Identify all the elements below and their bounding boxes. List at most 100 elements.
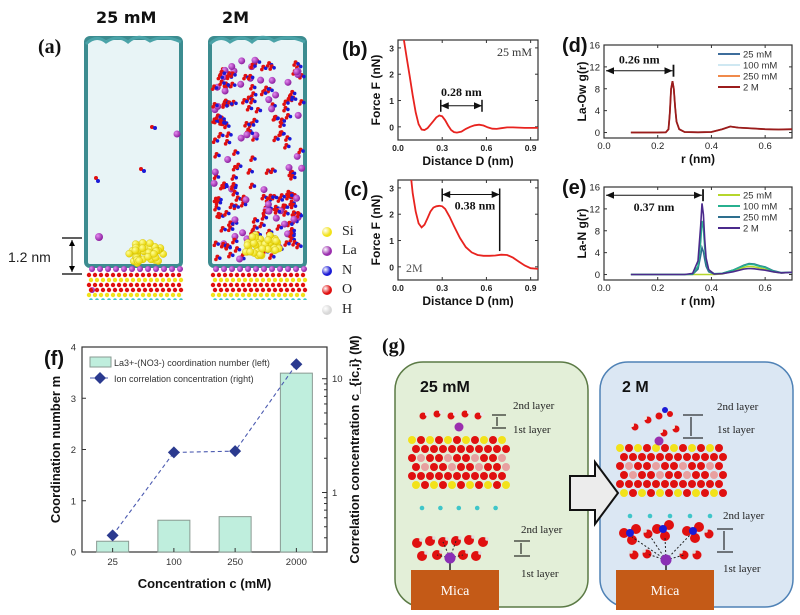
legend-item-h: H — [322, 300, 357, 320]
gr-curve-2m — [630, 203, 793, 276]
y-tick-label: 2 — [389, 70, 394, 80]
schematic-g: 25 mM 2 M Mica Mica 2nd layer 1st layer … — [394, 361, 794, 610]
layer2-label-left-top: 2nd layer — [513, 400, 555, 412]
y-tick-label: 16 — [589, 183, 600, 194]
y-tick-label: 12 — [589, 204, 600, 215]
gr-curve-100mm — [630, 220, 793, 276]
mica-block-right — [616, 570, 714, 610]
measure-label: 0.26 nm — [619, 53, 660, 67]
gr-curve-25mm — [630, 80, 793, 134]
diamond-marker-250 — [229, 445, 242, 458]
measure-label: 0.28 nm — [441, 85, 482, 99]
x-axis-label: Distance D (nm) — [422, 294, 513, 308]
chart-b: (b) 0.0 0.3 0.6 0.9 0 1 2 3 Distance D (nm) Force … — [342, 39, 539, 168]
legend-label: 25 mM — [743, 191, 772, 202]
mica-label-right: Mica — [651, 584, 681, 599]
chart-c: (c) 0.0 0.3 0.6 0.9 0 1 2 3 Distance D (nm) Force … — [344, 179, 539, 308]
y-tick-label: 12 — [589, 62, 600, 73]
chart-d: (d) 0.0 0.2 0.4 0.6 0 4 8 12 16 r (nm) La-Ow g(r) 0.… — [562, 35, 793, 166]
legend-item-si: Si — [322, 222, 357, 242]
y-tick-label: 3 — [71, 394, 76, 405]
diamond-icon — [94, 372, 106, 384]
diamond-marker-2000 — [290, 358, 303, 371]
x-tick-label: 0.2 — [651, 141, 664, 152]
y-tick-label: 0 — [389, 262, 394, 272]
scale-bar — [62, 237, 82, 275]
y-tick-label: 0 — [595, 128, 600, 139]
y-axis-label: Coordination number m — [48, 376, 63, 523]
legend-item-n: N — [322, 261, 357, 281]
x-tick-label: 0.3 — [436, 143, 448, 153]
atom-la-icon — [322, 246, 332, 257]
snapshot-2m — [208, 35, 308, 300]
layer2-label-left-bottom: 2nd layer — [521, 524, 563, 536]
x-tick-label: 2000 — [286, 557, 307, 568]
chart-e: (e) 0.0 0.2 0.4 0.6 0 4 8 12 16 r (nm) La-N g(r) 0.3… — [562, 177, 793, 308]
x-tick-label: 250 — [227, 557, 243, 568]
x-tick-label: 0.4 — [705, 141, 718, 152]
element-legend: Si La N O H — [322, 222, 357, 320]
panel-label-b: (b) — [342, 39, 368, 61]
layer1-label-right-top: 1st layer — [717, 424, 755, 436]
mica-label-left: Mica — [441, 584, 471, 599]
panel-label-e: (e) — [562, 177, 586, 199]
diamond-marker-100 — [167, 446, 180, 459]
gr-curve-250mm — [630, 80, 793, 134]
y-tick-label: 1 — [389, 236, 394, 246]
mica-substrate — [210, 266, 308, 300]
y-tick-label: 0 — [595, 270, 600, 281]
measure-label: 0.37 nm — [634, 200, 675, 214]
y-axis-label: Force F (nN) — [369, 55, 383, 126]
y-tick-label: 4 — [595, 248, 600, 259]
nitrate-ion — [94, 176, 100, 183]
x-tick-label: 0.6 — [481, 283, 493, 293]
x-tick-label: 0.3 — [436, 283, 448, 293]
x-tick-label: 0.0 — [392, 143, 404, 153]
x-tick-label: 0.6 — [759, 141, 772, 152]
chart-f: (f) 0 1 2 3 4 1 10 25 100 250 2000 La3+-(NO3-) coord… — [44, 335, 362, 591]
panel-label-f: (f) — [44, 348, 64, 370]
panel-g-label: (g) — [382, 335, 406, 357]
y-axis-label: La-Ow g(r) — [575, 62, 589, 122]
legend-item-la: La — [322, 242, 357, 262]
legend-label: 100 mM — [743, 61, 777, 72]
arrowhead-icon — [694, 191, 703, 199]
atom-si-icon — [322, 226, 332, 237]
x-tick-label: 0.0 — [597, 283, 610, 294]
panel-g-right-title: 2 M — [622, 379, 649, 396]
y-tick-label: 1 — [71, 496, 76, 507]
x-tick-label: 0.6 — [759, 283, 772, 294]
arrowhead-icon — [606, 67, 614, 75]
legend-label: O — [342, 282, 353, 298]
legend-bar-swatch — [89, 356, 112, 368]
y2-tick-label: 10 — [332, 374, 343, 385]
bar-2000 — [279, 372, 313, 553]
arrowhead-icon — [440, 102, 449, 110]
x-tick-label: 0.9 — [525, 143, 537, 153]
layer2-label-right-bottom: 2nd layer — [723, 510, 765, 522]
gr-curve-100mm — [630, 80, 793, 134]
y-tick-label: 8 — [595, 226, 600, 237]
y-tick-label: 3 — [389, 43, 394, 53]
arrowhead-icon — [474, 102, 482, 110]
legend-item-o: O — [322, 281, 357, 301]
arrowhead-icon — [491, 190, 500, 198]
legend-label: 250 mM — [743, 72, 777, 83]
y-tick-label: 4 — [71, 343, 76, 354]
chart-annotation: 25 mM — [497, 45, 532, 59]
x-axis-label: r (nm) — [681, 294, 715, 308]
y-tick-label: 2 — [389, 210, 394, 220]
panel-a-title-2m: 2M — [222, 8, 250, 27]
legend-label: 100 mM — [743, 202, 777, 213]
correlation-line — [112, 363, 297, 536]
diamond-marker-25 — [106, 529, 119, 542]
legend-label: La3+-(NO3-) coordination number (left) — [114, 358, 270, 368]
bar-100 — [157, 519, 191, 553]
x-axis-label: Distance D (nm) — [422, 154, 513, 168]
panel-label-c: (c) — [344, 179, 368, 201]
legend-label: 25 mM — [743, 50, 772, 61]
x-tick-label: 0.0 — [597, 141, 610, 152]
x-tick-label: 0.9 — [525, 283, 537, 293]
panel-a-label: (a) — [38, 36, 62, 58]
x-tick-label: 0.0 — [392, 283, 404, 293]
